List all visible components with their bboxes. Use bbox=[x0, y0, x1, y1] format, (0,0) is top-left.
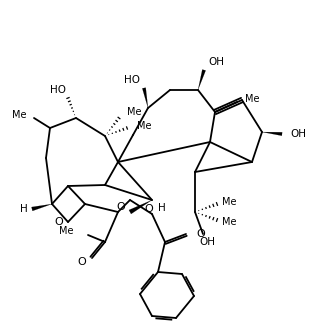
Text: Me: Me bbox=[245, 94, 259, 104]
Text: OH: OH bbox=[199, 237, 215, 247]
Text: O: O bbox=[55, 217, 63, 227]
Text: Me: Me bbox=[60, 226, 74, 236]
Text: H: H bbox=[158, 203, 166, 213]
Text: OH: OH bbox=[290, 129, 306, 139]
Text: O: O bbox=[117, 202, 125, 212]
Text: Me: Me bbox=[222, 197, 236, 207]
Text: O: O bbox=[145, 204, 153, 214]
Text: Me: Me bbox=[11, 110, 26, 120]
Polygon shape bbox=[142, 88, 148, 108]
Text: OH: OH bbox=[208, 57, 224, 67]
Text: HO: HO bbox=[50, 85, 66, 95]
Text: H: H bbox=[20, 204, 28, 214]
Polygon shape bbox=[262, 132, 282, 136]
Polygon shape bbox=[198, 69, 206, 90]
Polygon shape bbox=[32, 204, 52, 211]
Text: O: O bbox=[196, 229, 205, 239]
Polygon shape bbox=[129, 200, 152, 214]
Text: Me: Me bbox=[137, 121, 152, 131]
Text: Me: Me bbox=[127, 107, 141, 117]
Text: O: O bbox=[78, 257, 86, 267]
Text: Me: Me bbox=[222, 217, 236, 227]
Text: HO: HO bbox=[124, 75, 140, 85]
